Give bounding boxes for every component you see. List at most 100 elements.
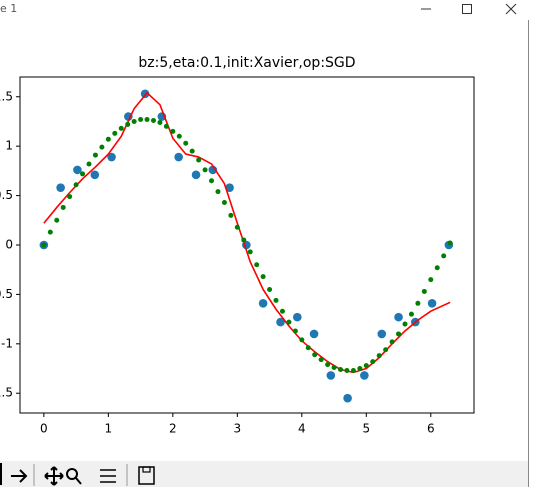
fit-dot: [305, 345, 311, 351]
fit-dot: [86, 161, 92, 167]
fit-dot: [383, 347, 389, 353]
forward-button[interactable]: [11, 469, 28, 483]
config-button[interactable]: [100, 469, 116, 483]
fit-dot: [415, 300, 421, 306]
pan-button[interactable]: [44, 466, 64, 486]
fit-dot: [325, 362, 331, 368]
close[interactable]: [505, 3, 517, 15]
y-tick-label: -1.5: [0, 386, 13, 400]
data-point: [343, 393, 352, 403]
fit-dot: [434, 265, 440, 271]
fit-dot: [441, 253, 447, 259]
chart: bz:5,eta:0.1,init:Xavier,op:SGD 0 1 2 3 4 5 6 1…: [0, 55, 475, 436]
y-tick-label: 1.5: [0, 89, 13, 103]
window-title: e 1: [0, 2, 17, 15]
fit-dot: [125, 121, 131, 127]
fit-dot: [260, 274, 266, 280]
fit-dot: [105, 136, 111, 142]
chart-title: bz:5,eta:0.1,init:Xavier,op:SGD: [138, 55, 355, 71]
x-tick-label: 2: [169, 422, 177, 436]
maximize[interactable]: [462, 4, 472, 14]
fit-dot: [163, 123, 169, 129]
fit-dot: [350, 368, 356, 374]
fit-dot: [357, 366, 363, 372]
x-tick-label: 6: [427, 422, 435, 436]
data-point: [309, 329, 319, 339]
fit-dot: [138, 116, 144, 122]
fit-dot: [331, 365, 337, 371]
fit-dot: [247, 249, 253, 255]
toolbar-edge: [0, 463, 2, 485]
x-tick-label: 0: [40, 422, 48, 436]
fit-dot: [363, 363, 369, 369]
fit-dot: [234, 224, 240, 230]
data-point: [107, 152, 116, 162]
fit-dot: [196, 157, 202, 163]
data-point: [427, 299, 437, 308]
fit-dot: [286, 319, 292, 325]
data-point: [225, 183, 234, 192]
x-tick-label: 5: [362, 422, 370, 436]
fit-dot: [447, 240, 453, 246]
plot-frame: [19, 76, 475, 414]
zoom-button[interactable]: [66, 468, 78, 480]
fit-dot: [67, 194, 73, 200]
x-tick-label: 3: [234, 422, 242, 436]
data-point: [377, 329, 387, 339]
fit-dot: [221, 200, 227, 206]
fit-dot: [338, 367, 344, 373]
y-tick-label: 0.5: [0, 188, 13, 202]
fit-dot: [118, 125, 124, 131]
fit-dot: [312, 352, 318, 358]
fit-dot: [254, 262, 260, 268]
data-point: [140, 89, 150, 99]
data-point: [394, 312, 403, 322]
fit-dot: [189, 148, 195, 154]
fit-dot: [389, 339, 395, 345]
fit-dot: [73, 182, 79, 188]
fit-dot: [408, 311, 414, 317]
data-point: [293, 312, 302, 322]
fit-dot: [157, 119, 163, 125]
fit-dot: [54, 217, 60, 223]
data-point: [191, 170, 201, 180]
data-point: [73, 165, 82, 175]
fit-dot: [215, 189, 221, 195]
fit-dot: [273, 297, 279, 303]
fit-dot: [176, 133, 182, 139]
fit-dot: [318, 357, 324, 363]
fit-dot: [279, 308, 285, 314]
fit-dot: [47, 229, 53, 235]
data-point: [208, 165, 218, 175]
fit-dot: [170, 128, 176, 134]
fit-dot: [370, 359, 376, 365]
y-tick-label: 1: [5, 139, 13, 153]
fit-dot: [99, 144, 105, 150]
fit-dot: [228, 212, 234, 218]
data-point: [258, 299, 268, 308]
fit-dot: [376, 353, 382, 359]
toolbar-icons[interactable]: [0, 463, 155, 486]
fit-dot: [144, 116, 150, 122]
x-tick-label: 4: [298, 422, 306, 436]
data-point: [90, 170, 100, 180]
toolbar: [0, 461, 528, 487]
data-point: [326, 371, 336, 380]
data-point: [360, 371, 369, 380]
fit-dot: [202, 167, 208, 173]
fit-dot: [150, 117, 156, 123]
y-tick-label: 0: [5, 238, 13, 252]
data-point: [56, 183, 65, 192]
y-tick-label: -0.5: [0, 287, 13, 301]
fit-dot: [421, 288, 427, 294]
fit-dot: [402, 321, 408, 327]
fit-dot: [428, 277, 434, 283]
zoom-handle: [75, 477, 82, 485]
fit-dot: [292, 328, 298, 334]
fit-dot: [267, 286, 273, 292]
data-point: [124, 112, 133, 121]
fit-dot: [80, 171, 86, 177]
window-controls[interactable]: [421, 3, 517, 15]
